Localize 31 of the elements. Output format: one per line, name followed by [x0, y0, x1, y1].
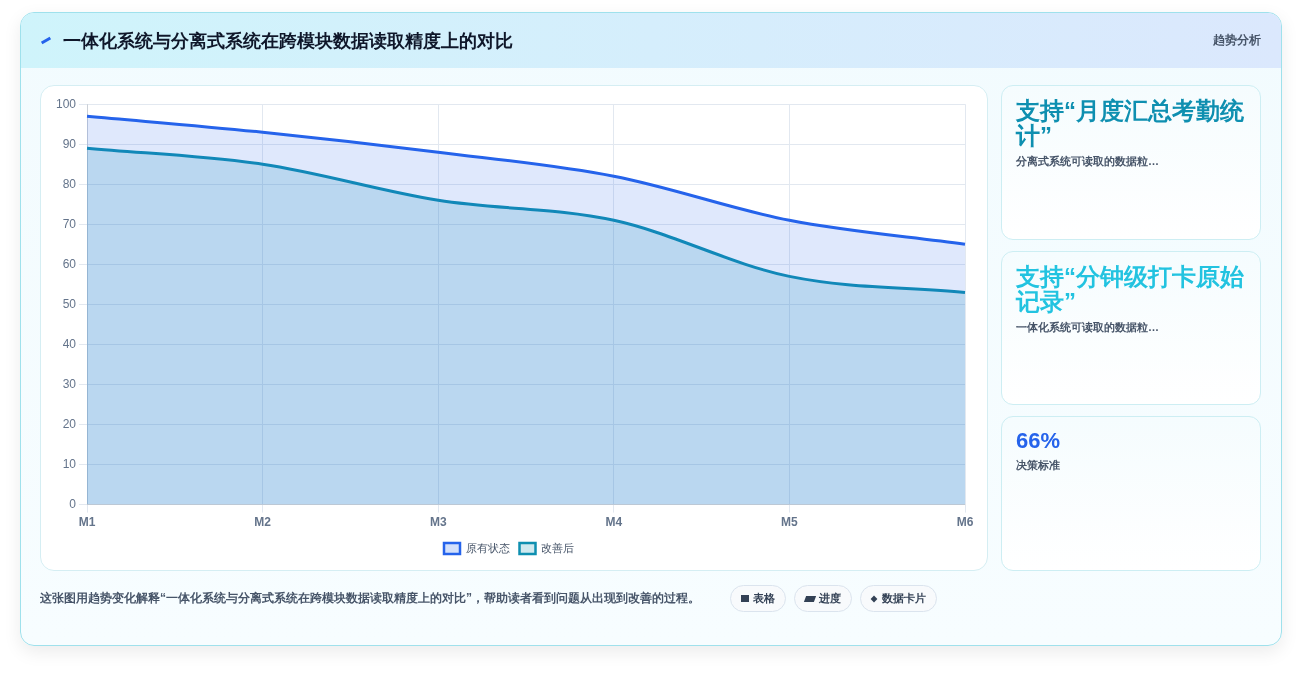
- text: 表格: [730, 585, 786, 612]
- x-tick-label: M1: [78, 515, 96, 530]
- y-tick-label: 60: [62, 256, 77, 271]
- legend-label: 改善后: [541, 541, 574, 554]
- text: 支持“月度汇总考勤统计”: [1016, 97, 1245, 150]
- text: 一体化系统可读取的数据粒…: [1016, 320, 1160, 336]
- y-tick-label: 30: [62, 376, 77, 391]
- y-tick-label: 100: [55, 96, 77, 111]
- legend-label: 原有状态: [465, 541, 510, 554]
- y-tick-label: 0: [69, 496, 77, 511]
- x-tick-label: M6: [956, 515, 974, 530]
- x-tick-label: M5: [781, 515, 799, 530]
- y-tick-label: 70: [62, 216, 77, 231]
- y-tick-label: 40: [62, 336, 77, 351]
- text: 支持“分钟级打卡原始记录”: [1016, 262, 1245, 315]
- text: 决策标准: [1016, 458, 1061, 474]
- y-tick-label: 20: [62, 416, 77, 431]
- y-tick-label: 10: [62, 456, 77, 471]
- y-tick-label: 50: [62, 296, 77, 311]
- text: 进度: [794, 585, 852, 612]
- x-tick-label: M2: [254, 515, 272, 530]
- y-tick-label: 90: [62, 136, 77, 151]
- text: 数据卡片: [860, 585, 937, 612]
- text: 66%: [1016, 428, 1062, 454]
- chart-title: 一体化系统与分离式系统在跨模块数据读取精度上的对比: [63, 29, 513, 53]
- x-tick-label: M3: [429, 515, 447, 530]
- text: 趋势分析: [1213, 32, 1261, 49]
- y-tick-label: 80: [62, 176, 77, 191]
- text: 这张图用趋势变化解释“一体化系统与分离式系统在跨模块数据读取精度上的对比”，帮助读者看到问题从出现到改善的过程。: [40, 589, 701, 607]
- text: 分离式系统可读取的数据粒…: [1016, 154, 1160, 170]
- x-tick-label: M4: [605, 515, 623, 530]
